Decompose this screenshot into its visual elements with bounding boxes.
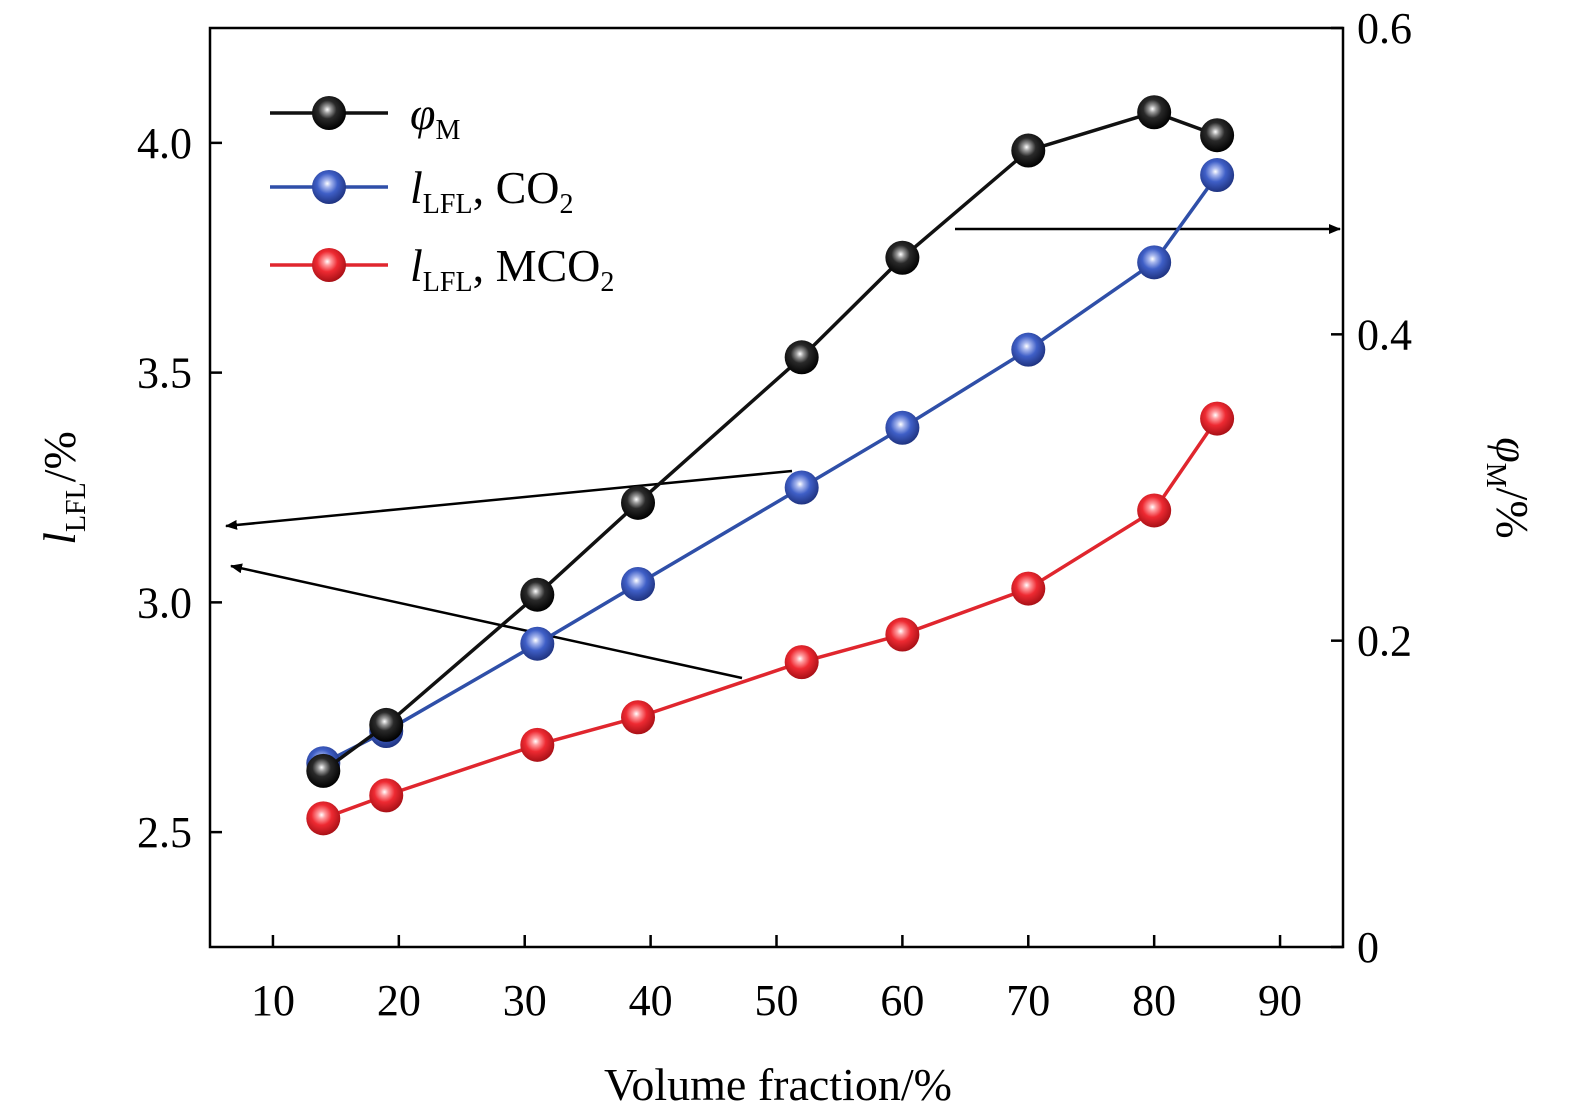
data-point [1137, 493, 1172, 528]
legend-item-1: lLFL, CO2 [270, 162, 573, 220]
series-layer [306, 95, 1235, 836]
y-axis-right: 0 0.2 0.4 0.6 [1331, 4, 1412, 972]
data-point [784, 340, 819, 375]
data-point [784, 645, 819, 680]
data-point [784, 470, 819, 505]
data-point [621, 700, 656, 735]
y-right-tick-label: 0.2 [1357, 617, 1412, 666]
y-axis-right-label-main: φ [1487, 437, 1538, 462]
data-point [1200, 118, 1235, 153]
data-point [885, 410, 920, 445]
legend-item-0: φM [270, 88, 460, 146]
y-right-tick-label: 0.6 [1357, 4, 1412, 53]
y-axis-right-label: φM/% [1480, 437, 1538, 538]
legend-marker [312, 96, 346, 130]
axis-arrows [225, 224, 1341, 680]
series-0 [306, 95, 1235, 788]
data-point [1011, 133, 1046, 168]
x-tick-label: 80 [1132, 976, 1176, 1025]
series-2 [306, 401, 1235, 836]
y-left-tick-label: 4.0 [137, 119, 192, 168]
data-point [885, 617, 920, 652]
x-tick-label: 40 [629, 976, 673, 1025]
y-axis-left-label-unit: /% [34, 431, 85, 482]
legend-label: lLFL, MCO2 [410, 240, 614, 298]
data-point [306, 801, 341, 836]
y-left-tick-label: 3.5 [137, 349, 192, 398]
data-point [1200, 401, 1235, 436]
data-point [520, 626, 555, 661]
series-line [322, 417, 1219, 820]
data-point [621, 566, 656, 601]
x-axis-label: Volume fraction/% [604, 1059, 952, 1110]
legend-item-2: lLFL, MCO2 [270, 240, 614, 298]
y-axis-left-label: lLFL/% [34, 431, 92, 545]
data-point [885, 240, 920, 275]
data-point [1011, 332, 1046, 367]
x-tick-label: 60 [880, 976, 924, 1025]
data-point [369, 707, 404, 742]
legend-marker [312, 248, 346, 282]
data-point [1137, 95, 1172, 130]
legend-marker [312, 170, 346, 204]
data-point [1011, 571, 1046, 606]
y-axis-right-label-sub: M [1480, 463, 1511, 488]
x-tick-label: 70 [1006, 976, 1050, 1025]
arrow-co2-to-left-axis [225, 469, 793, 530]
data-point [306, 753, 341, 788]
legend: φM lLFL, CO2 lLFL, MCO2 [270, 88, 614, 298]
data-point [1137, 245, 1172, 280]
legend-label: φM [410, 88, 460, 146]
y-axis-left: 2.5 3.0 3.5 4.0 [137, 119, 222, 857]
x-tick-label: 50 [755, 976, 799, 1025]
x-axis: 10 20 30 40 50 60 70 80 90 [251, 935, 1302, 1025]
y-right-tick-label: 0 [1357, 923, 1379, 972]
x-tick-label: 20 [377, 976, 421, 1025]
y-left-tick-label: 3.0 [137, 578, 192, 627]
y-axis-left-label-main: l [34, 532, 85, 545]
series-line [322, 174, 1219, 765]
y-axis-left-label-sub: LFL [61, 482, 92, 532]
data-point [520, 727, 555, 762]
data-point [621, 485, 656, 520]
arrow-mco2-to-left-axis [230, 563, 743, 680]
y-right-tick-label: 0.4 [1357, 310, 1412, 359]
y-axis-right-label-unit: /% [1487, 488, 1538, 539]
data-point [1200, 158, 1235, 193]
x-tick-label: 90 [1258, 976, 1302, 1025]
legend-label: lLFL, CO2 [410, 162, 573, 220]
data-point [520, 577, 555, 612]
x-tick-label: 30 [503, 976, 547, 1025]
x-tick-label: 10 [251, 976, 295, 1025]
y-left-tick-label: 2.5 [137, 808, 192, 857]
series-1 [306, 158, 1235, 781]
data-point [369, 778, 404, 813]
